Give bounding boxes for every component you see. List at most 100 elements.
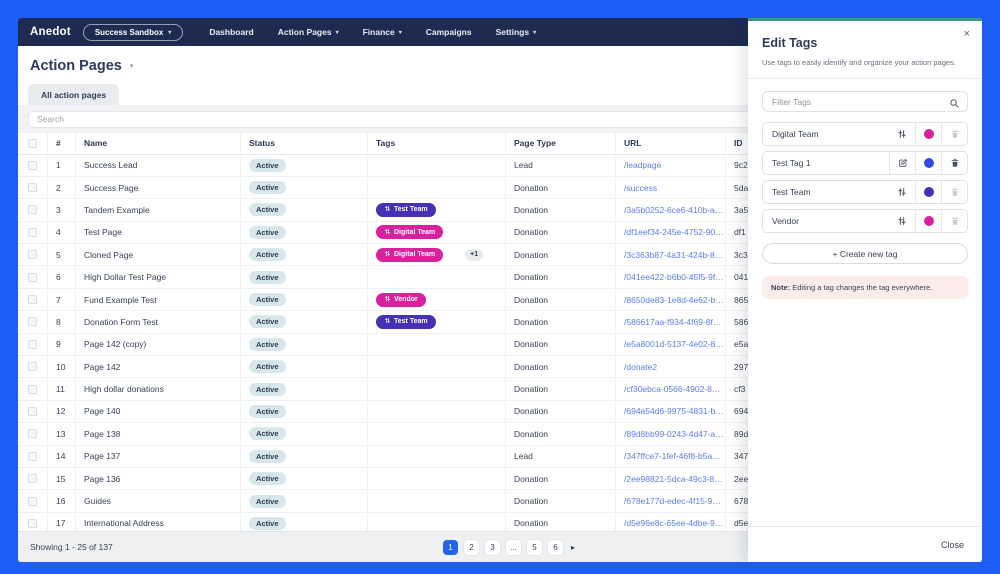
org-switcher[interactable]: Success Sandbox ▾ bbox=[82, 23, 184, 41]
row-checkbox[interactable] bbox=[28, 518, 37, 528]
page-type: Donation bbox=[506, 378, 616, 400]
page-url-link[interactable]: /d5e96e8c-65ee-4dbe-9fc7... bbox=[624, 518, 724, 529]
row-checkbox-cell bbox=[18, 288, 48, 311]
nav-item-finance[interactable]: Finance ▾ bbox=[363, 27, 402, 37]
filter-tags-wrap bbox=[762, 91, 968, 112]
tag-chip[interactable]: Test Team bbox=[376, 202, 436, 217]
row-checkbox[interactable] bbox=[28, 339, 37, 349]
edit-tags-panel: Edit Tags × Use tags to easily identify … bbox=[748, 18, 982, 562]
page-type: Donation bbox=[506, 199, 616, 221]
row-checkbox-cell bbox=[18, 356, 48, 378]
page-url-link[interactable]: /leadpage bbox=[624, 160, 662, 171]
row-checkbox[interactable] bbox=[28, 272, 37, 282]
edit-icon[interactable] bbox=[889, 152, 915, 174]
page-url-link[interactable]: /678e177d-edec-4f15-97b2... bbox=[624, 496, 724, 507]
filter-tags-input[interactable] bbox=[762, 91, 968, 112]
page-url-link[interactable]: /3a5b0252-6ce6-410b-a4b... bbox=[624, 204, 724, 215]
status-badge: Active bbox=[249, 337, 286, 351]
page-url-link[interactable]: /cf30ebca-0566-4902-8bd7... bbox=[624, 384, 724, 395]
row-checkbox[interactable] bbox=[28, 227, 37, 237]
trash-icon[interactable] bbox=[941, 123, 967, 145]
row-checkbox[interactable] bbox=[28, 183, 37, 193]
table-row: 15 Page 136 Active Donation/2ee98821-5dca-4… bbox=[18, 467, 982, 491]
page-url-link[interactable]: /041ee422-b6b0-45f5-9ff5... bbox=[624, 272, 724, 283]
tab-all-action-pages[interactable]: All action pages bbox=[28, 84, 120, 105]
row-checkbox[interactable] bbox=[28, 362, 37, 372]
close-button[interactable]: Close bbox=[940, 539, 964, 550]
tags-cell bbox=[368, 154, 506, 176]
row-checkbox[interactable] bbox=[28, 429, 37, 439]
page-url-link[interactable]: /8650de83-1e8d-4e62-bee... bbox=[624, 294, 724, 305]
row-checkbox[interactable] bbox=[28, 474, 37, 484]
tag-chip[interactable]: Vendor bbox=[376, 292, 426, 307]
page-url-link[interactable]: /586617aa-f934-4f69-8f43... bbox=[624, 316, 724, 327]
page-url-link[interactable]: /694a54d6-9975-4831-b3a... bbox=[624, 406, 724, 417]
tag-chip-label: Digital Team bbox=[394, 251, 436, 259]
row-number: 13 bbox=[48, 423, 76, 445]
row-checkbox[interactable] bbox=[28, 406, 37, 416]
status-badge: Active bbox=[249, 315, 286, 329]
page-name: Page 137 bbox=[76, 445, 241, 467]
row-checkbox[interactable] bbox=[28, 295, 37, 305]
row-checkbox-cell bbox=[18, 445, 48, 467]
status-cell: Active bbox=[241, 356, 368, 378]
pagination-page-5[interactable]: 5 bbox=[527, 539, 542, 555]
page-url-link[interactable]: /2ee98821-5dca-49c3-891... bbox=[624, 473, 724, 484]
tag-sliders-icon bbox=[384, 228, 391, 237]
pagination-next-icon[interactable]: ▸ bbox=[571, 542, 576, 552]
row-number: 12 bbox=[48, 400, 76, 423]
row-checkbox-cell bbox=[18, 333, 48, 356]
page-url-link[interactable]: /donate2 bbox=[624, 361, 658, 372]
create-new-tag-button[interactable]: + Create new tag bbox=[762, 243, 968, 264]
nav-item-dashboard[interactable]: Dashboard bbox=[209, 27, 253, 37]
nav-item-settings[interactable]: Settings ▾ bbox=[496, 27, 537, 37]
page-type: Donation bbox=[506, 244, 616, 266]
row-checkbox[interactable] bbox=[28, 384, 37, 394]
sliders-icon[interactable] bbox=[889, 210, 915, 232]
status-cell: Active bbox=[241, 378, 368, 400]
trash-icon[interactable] bbox=[941, 152, 967, 174]
extra-tags-badge[interactable]: +1 bbox=[465, 248, 484, 261]
page-url-link[interactable]: /success bbox=[624, 182, 658, 193]
nav-item-action-pages[interactable]: Action Pages ▾ bbox=[278, 27, 339, 37]
page-url-link[interactable]: /89d8bb99-0243-4d47-a30... bbox=[624, 428, 724, 439]
sliders-icon[interactable] bbox=[889, 123, 915, 145]
tag-color-dot[interactable] bbox=[915, 210, 941, 232]
row-checkbox[interactable] bbox=[28, 451, 37, 461]
pagination-ellipsis[interactable]: ... bbox=[506, 539, 521, 555]
row-checkbox-cell bbox=[18, 199, 48, 221]
search-input[interactable] bbox=[28, 110, 972, 128]
page-url-link[interactable]: /3c363b87-4a31-424b-845... bbox=[624, 249, 724, 260]
tag-sliders-icon bbox=[384, 295, 391, 304]
tag-color-dot[interactable] bbox=[915, 123, 941, 145]
nav-item-campaigns[interactable]: Campaigns bbox=[426, 27, 472, 37]
row-number: 6 bbox=[48, 266, 76, 288]
close-icon[interactable]: × bbox=[963, 28, 970, 40]
sliders-icon[interactable] bbox=[889, 181, 915, 203]
status-badge: Active bbox=[249, 516, 286, 530]
tag-chip[interactable]: Test Team bbox=[376, 314, 436, 329]
pagination-page-3[interactable]: 3 bbox=[485, 539, 500, 555]
pagination-page-2[interactable]: 2 bbox=[464, 539, 479, 555]
tag-chip[interactable]: Digital Team bbox=[376, 225, 444, 240]
row-checkbox-cell bbox=[18, 221, 48, 244]
pagination-page-1[interactable]: 1 bbox=[443, 539, 458, 555]
row-checkbox[interactable] bbox=[28, 317, 37, 327]
pagination-page-6[interactable]: 6 bbox=[548, 539, 563, 555]
page-url-link[interactable]: /347ffce7-1fef-46f8-b5a2-... bbox=[624, 451, 724, 462]
page-name: Page 138 bbox=[76, 423, 241, 445]
tag-color-dot[interactable] bbox=[915, 181, 941, 203]
trash-icon[interactable] bbox=[941, 210, 967, 232]
page-url-link[interactable]: /e5a8001d-5137-4e02-8d3... bbox=[624, 339, 724, 350]
row-checkbox[interactable] bbox=[28, 205, 37, 215]
tag-chip[interactable]: Digital Team bbox=[376, 247, 444, 262]
chevron-down-icon: ▾ bbox=[533, 29, 537, 36]
page-url-link[interactable]: /df1eef34-245e-4752-90a8... bbox=[624, 227, 724, 238]
trash-icon[interactable] bbox=[941, 181, 967, 203]
row-checkbox[interactable] bbox=[28, 496, 37, 506]
chevron-down-icon[interactable]: ▾ bbox=[129, 63, 134, 70]
select-all-checkbox[interactable] bbox=[28, 138, 37, 148]
row-checkbox[interactable] bbox=[28, 250, 37, 260]
row-checkbox[interactable] bbox=[28, 160, 37, 170]
tag-color-dot[interactable] bbox=[915, 152, 941, 174]
